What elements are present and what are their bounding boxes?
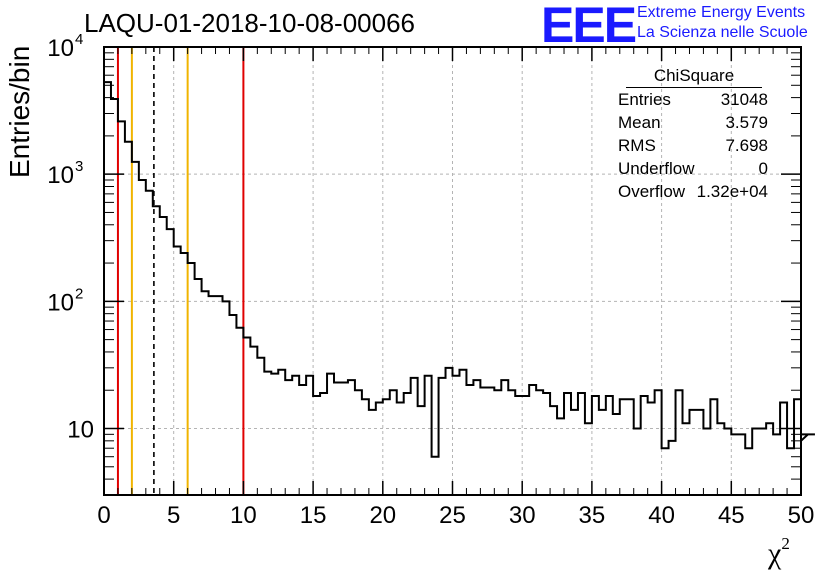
y-tick-label: 10 [47, 162, 74, 189]
stats-box: ChiSquare Entries 31048 Mean 3.579 RMS 7.69… [610, 66, 776, 205]
y-tick-label: 10 [47, 289, 74, 316]
x-tick-label: 25 [439, 502, 466, 529]
x-tick-label: 35 [579, 502, 606, 529]
x-tick-label: 15 [300, 502, 327, 529]
x-tick-label: 50 [788, 502, 815, 529]
x-tick-label: 0 [97, 502, 110, 529]
x-tick-label: 20 [369, 502, 396, 529]
stats-row: Overflow 1.32e+04 [610, 182, 776, 205]
y-axis-label: Entries/bin [4, 45, 35, 178]
stats-key: RMS [618, 136, 656, 155]
stats-key: Overflow [618, 182, 686, 201]
x-tick-label: 30 [509, 502, 536, 529]
stats-row: Entries 31048 [610, 90, 776, 113]
stats-row: RMS 7.698 [610, 136, 776, 159]
x-axis-label: χ2 [768, 534, 790, 570]
eee-logo: EEE [541, 0, 637, 53]
x-tick-label: 40 [648, 502, 675, 529]
x-tick-label: 45 [718, 502, 745, 529]
y-tick-label: 10 [47, 35, 74, 62]
y-tick-exponent: 4 [75, 31, 83, 48]
x-tick-label: 10 [230, 502, 257, 529]
stats-value: 0 [758, 159, 768, 178]
logo-line-2: La Scienza nelle Scuole [637, 24, 808, 41]
stats-name: ChiSquare [626, 66, 762, 88]
chart-title: LAQU-01-2018-10-08-00066 [84, 8, 415, 38]
stats-value: 3.579 [725, 113, 768, 132]
stats-value: 7.698 [725, 136, 768, 155]
histogram-series [104, 81, 815, 458]
stats-value: 1.32e+04 [696, 182, 768, 201]
stats-row: Underflow 0 [610, 159, 776, 182]
y-tick-exponent: 3 [75, 158, 83, 175]
stats-key: Entries [618, 90, 671, 109]
x-tick-label: 5 [167, 502, 180, 529]
y-tick-label: 10 [67, 417, 94, 444]
stats-key: Underflow [618, 159, 695, 178]
marker-lines [116, 47, 245, 495]
stats-row: Mean 3.579 [610, 113, 776, 136]
logo-line-1: Extreme Energy Events [637, 4, 806, 21]
stats-value: 31048 [720, 90, 768, 109]
y-tick-exponent: 2 [75, 285, 83, 302]
stats-key: Mean [618, 113, 661, 132]
